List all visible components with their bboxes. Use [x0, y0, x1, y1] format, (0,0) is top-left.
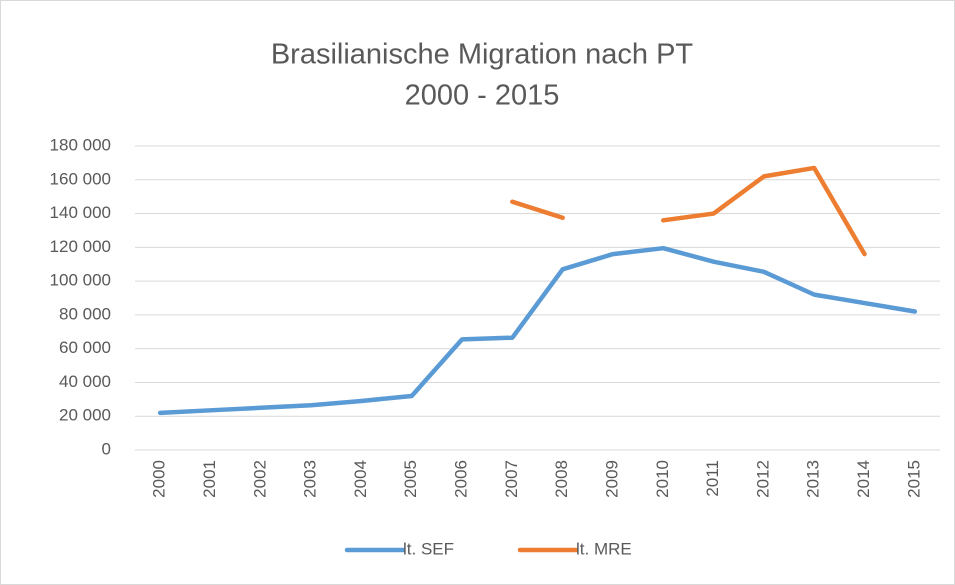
x-tick-label: 2005: [401, 460, 420, 498]
series-line: [510, 165, 867, 257]
x-tick-label: 2011: [703, 460, 722, 497]
x-tick-label: 2003: [301, 460, 320, 498]
y-tick-label: 80 000: [59, 304, 111, 323]
y-tick-label: 140 000: [50, 203, 111, 222]
chart-title: Brasilianische Migration nach PT: [271, 39, 694, 71]
legend-label: lt. SEF: [403, 539, 454, 558]
y-tick-label: 60 000: [59, 338, 111, 357]
y-tick-label: 0: [102, 439, 111, 458]
x-tick-label: 2007: [502, 460, 521, 498]
x-tick-label: 2014: [854, 460, 873, 498]
x-tick-label: 2002: [250, 460, 269, 498]
x-tick-label: 2013: [804, 460, 823, 498]
y-tick-label: 120 000: [50, 237, 111, 256]
x-tick-label: 2004: [351, 460, 370, 498]
y-tick-label: 180 000: [50, 135, 111, 154]
x-tick-label: 2006: [452, 460, 471, 498]
y-tick-label: 100 000: [50, 271, 111, 290]
x-tick-label: 2008: [552, 460, 571, 498]
y-tick-label: 160 000: [50, 169, 111, 188]
legend-label: lt. MRE: [576, 539, 632, 558]
x-tick-label: 2015: [904, 460, 923, 498]
chart-title: 2000 - 2015: [405, 80, 560, 112]
x-tick-label: 2012: [753, 460, 772, 498]
series-line: [157, 245, 918, 416]
x-tick-label: 2000: [150, 460, 169, 498]
x-tick-label: 2010: [653, 460, 672, 498]
x-tick-label: 2001: [200, 460, 219, 498]
y-tick-label: 20 000: [59, 406, 111, 425]
x-tick-label: 2009: [602, 460, 621, 498]
y-tick-label: 40 000: [59, 372, 111, 391]
